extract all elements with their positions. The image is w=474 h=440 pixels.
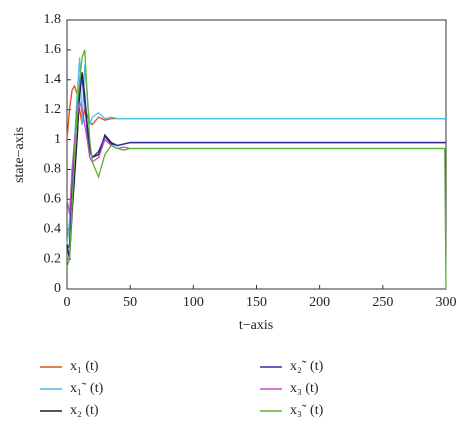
- x-tick-label: 0: [64, 295, 71, 310]
- series-line: [66, 49, 447, 290]
- y-tick-label: 1.2: [44, 102, 62, 117]
- y-axis-label: state−axis: [12, 127, 27, 183]
- plot-frame: [66, 19, 447, 290]
- legend-label: x₃˜ (t): [290, 403, 324, 418]
- legend-label: x₁˜ (t): [70, 381, 104, 396]
- series-line: [66, 79, 446, 252]
- series-line: [66, 57, 446, 245]
- legend-label: x₁ (t): [70, 359, 99, 374]
- y-tick-label: 0.2: [44, 251, 62, 266]
- y-tick-label: 0.4: [44, 221, 62, 236]
- x-tick-label: 50: [123, 295, 137, 310]
- y-tick-label: 0: [54, 281, 61, 296]
- x-tick-label: 300: [436, 295, 457, 310]
- legend-label: x₂ (t): [70, 403, 99, 418]
- y-tick-label: 1.6: [44, 42, 62, 57]
- y-tick-label: 1.4: [44, 72, 62, 87]
- y-tick-label: 0.6: [44, 192, 62, 207]
- y-tick-label: 1: [54, 132, 61, 147]
- y-tick-label: 0.8: [44, 162, 62, 177]
- legend-label: x₂˜ (t): [290, 359, 324, 374]
- series-line: [66, 72, 446, 260]
- x-tick-label: 200: [309, 295, 330, 310]
- x-tick-label: 150: [246, 295, 267, 310]
- x-tick-label: 250: [372, 295, 393, 310]
- series-line: [66, 84, 446, 140]
- x-tick-label: 100: [183, 295, 204, 310]
- x-axis-label: t−axis: [239, 318, 273, 333]
- legend-label: x₃ (t): [290, 381, 319, 396]
- y-tick-label: 1.8: [44, 12, 62, 27]
